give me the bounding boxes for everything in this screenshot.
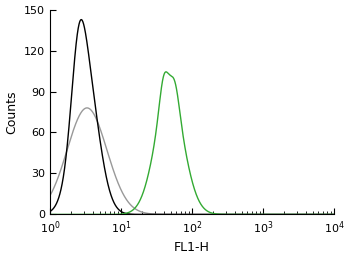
Y-axis label: Counts: Counts	[6, 90, 19, 134]
X-axis label: FL1-H: FL1-H	[174, 242, 210, 255]
